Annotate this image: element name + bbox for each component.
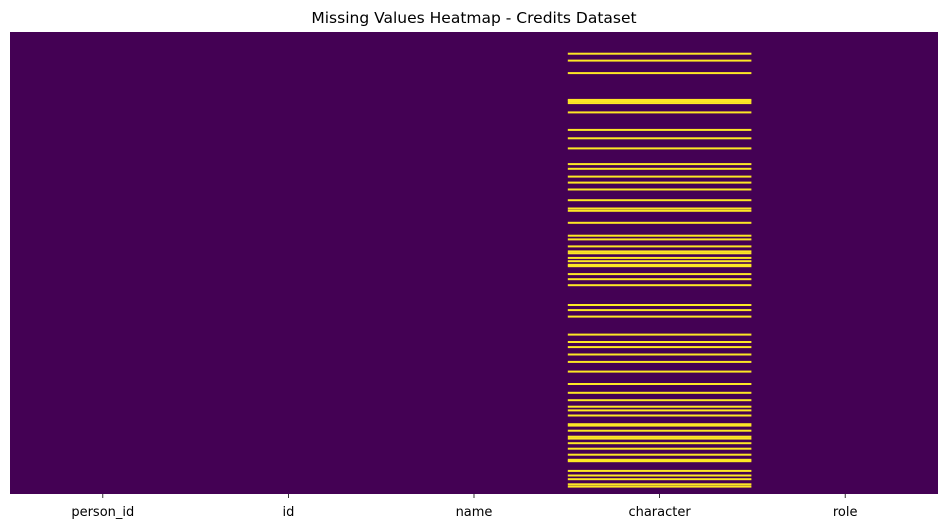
missing-cell-character-33: [567, 315, 752, 318]
missing-cell-character-39: [567, 370, 752, 373]
missing-cell-character-5: [567, 102, 752, 105]
missing-cell-character-57: [567, 474, 752, 477]
missing-cell-character-23: [567, 252, 752, 255]
missing-cell-character-48: [567, 429, 752, 432]
missing-cell-character-14: [567, 188, 752, 191]
missing-cell-character-19: [567, 234, 752, 237]
missing-cell-character-12: [567, 175, 752, 178]
missing-cell-character-20: [567, 238, 752, 241]
missing-cell-character-51: [567, 442, 752, 445]
missing-cell-character-40: [567, 383, 752, 385]
missing-cell-character-27: [567, 265, 752, 268]
missing-cell-character-26: [567, 263, 752, 266]
x-tick-label-id: id: [282, 505, 294, 520]
missing-cell-character-41: [567, 391, 752, 394]
missing-cell-character-10: [567, 163, 752, 166]
missing-cell-character-37: [567, 353, 752, 356]
heatmap-background: [10, 32, 938, 494]
x-tick-label-person_id: person_id: [71, 505, 134, 520]
missing-cell-character-49: [567, 435, 752, 438]
missing-cell-character-6: [567, 111, 752, 114]
missing-cell-character-18: [567, 221, 752, 224]
x-tick-label-role: role: [833, 505, 858, 520]
missing-cell-character-55: [567, 460, 752, 463]
x-tick-label-character: character: [628, 505, 691, 520]
missing-cell-character-44: [567, 409, 752, 412]
missing-cell-character-60: [567, 485, 752, 488]
missing-cell-character-38: [567, 360, 752, 363]
missing-cell-character-36: [567, 346, 752, 349]
missing-cell-character-11: [567, 167, 752, 170]
missing-cell-character-1: [567, 59, 752, 62]
missing-cell-character-47: [567, 424, 752, 427]
missing-cell-character-28: [567, 273, 752, 276]
missing-cell-character-30: [567, 284, 752, 287]
missing-cell-character-13: [567, 181, 752, 184]
missing-cell-character-46: [567, 423, 752, 426]
missing-cell-character-8: [567, 137, 752, 140]
chart-title: Missing Values Heatmap - Credits Dataset: [311, 9, 636, 27]
missing-cell-character-42: [567, 399, 752, 402]
missing-cell-character-25: [567, 260, 752, 263]
missing-cell-character-56: [567, 469, 752, 472]
missing-cell-character-32: [567, 309, 752, 312]
missing-cell-character-0: [567, 52, 752, 55]
missing-cell-character-31: [567, 304, 752, 306]
missing-cell-character-9: [567, 147, 752, 150]
missing-cell-character-52: [567, 447, 752, 450]
missing-cell-character-59: [567, 483, 752, 486]
missing-cell-character-7: [567, 128, 752, 131]
missing-cell-character-21: [567, 245, 752, 248]
missing-cell-character-29: [567, 278, 752, 281]
missing-cell-character-24: [567, 256, 752, 259]
missing-cell-character-17: [567, 209, 752, 212]
missing-cell-character-3: [567, 98, 752, 101]
missing-cell-character-43: [567, 405, 752, 408]
x-axis: person_id id name character role: [71, 494, 858, 520]
missing-cell-character-4: [567, 100, 752, 103]
heatmap-cells: [567, 52, 752, 488]
missing-cell-character-53: [567, 453, 752, 456]
x-tick-label-name: name: [456, 505, 493, 520]
missing-cell-character-45: [567, 414, 752, 417]
missing-cell-character-50: [567, 437, 752, 440]
missing-cell-character-15: [567, 199, 752, 202]
missing-cell-character-35: [567, 341, 752, 343]
missing-cell-character-22: [567, 250, 752, 253]
missing-cell-character-58: [567, 478, 752, 481]
missing-cell-character-54: [567, 458, 752, 461]
missing-cell-character-16: [567, 207, 752, 210]
missing-cell-character-2: [567, 72, 752, 75]
missing-cell-character-34: [567, 333, 752, 336]
